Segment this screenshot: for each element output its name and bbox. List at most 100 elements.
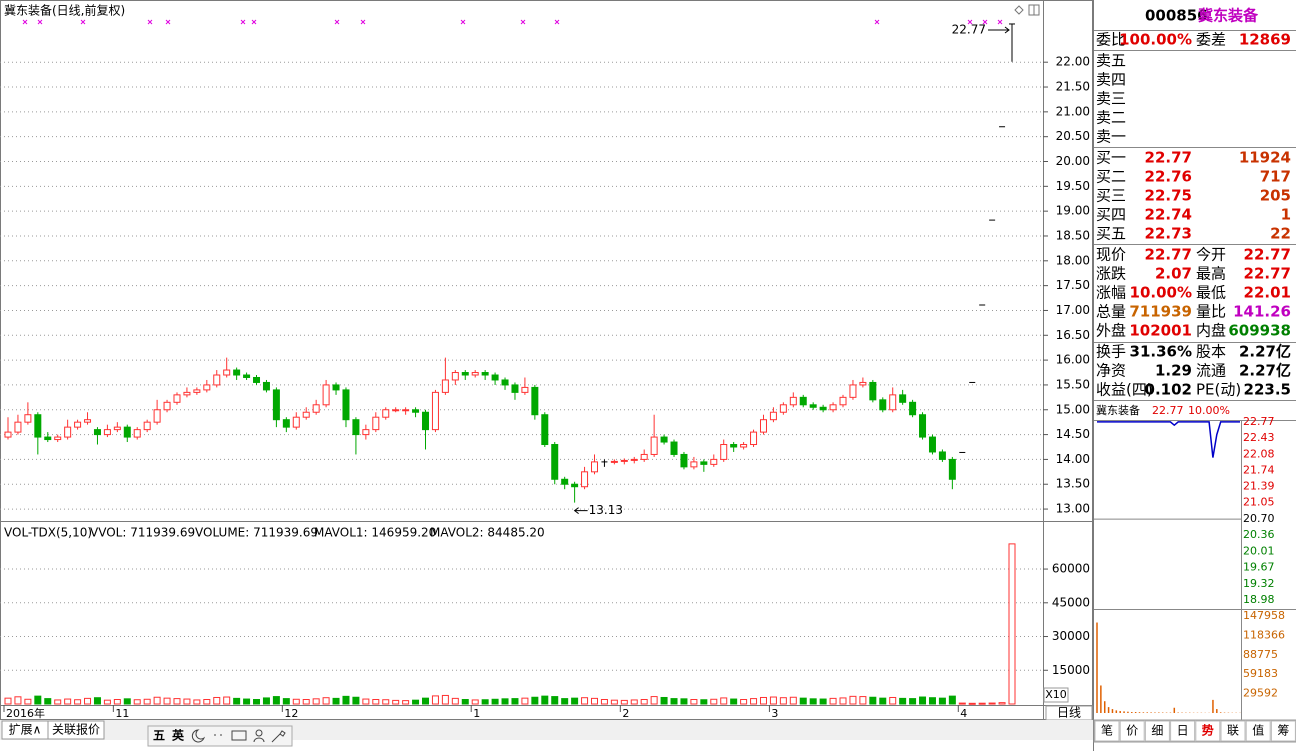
tab-label[interactable]: 笔 xyxy=(1101,723,1113,738)
candle-body xyxy=(193,389,201,393)
candle-body xyxy=(392,409,400,412)
candle-body xyxy=(372,416,380,431)
y-tick-label: 22.00 xyxy=(1056,55,1090,69)
volume-bar xyxy=(14,696,22,705)
quote-label: 换手 xyxy=(1096,343,1126,361)
quote-value: 2.27亿 xyxy=(1239,343,1291,361)
candle-body xyxy=(422,411,430,431)
tab-label[interactable]: 关联报价 xyxy=(52,722,100,737)
bid-label: 买二 xyxy=(1096,168,1126,186)
candle-body xyxy=(889,394,897,411)
volume-bar xyxy=(44,698,52,705)
tab-label[interactable]: 价 xyxy=(1126,724,1138,738)
info-marker xyxy=(360,19,366,25)
y-tick-label: 21.74 xyxy=(1243,463,1275,476)
tab-label[interactable]: 势 xyxy=(1202,723,1214,738)
tab[interactable] xyxy=(1119,720,1145,742)
candle-body xyxy=(581,471,589,488)
candle-body xyxy=(909,401,917,416)
info-marker xyxy=(554,19,560,25)
tab-label[interactable]: 细 xyxy=(1151,724,1163,738)
y-tick-label: 29592 xyxy=(1243,687,1278,700)
volume-bar xyxy=(471,699,479,705)
toolbar-button[interactable]: 英 xyxy=(172,728,185,743)
y-tick-label: 22.08 xyxy=(1243,447,1275,460)
tab-label[interactable]: 扩展∧ xyxy=(9,723,42,737)
tab[interactable] xyxy=(1270,720,1296,742)
quote-label: 内盘 xyxy=(1196,322,1226,340)
x-tick-label: 4 xyxy=(960,707,967,720)
y-tick-label: 20.01 xyxy=(1243,545,1275,558)
candle-body xyxy=(471,372,479,376)
ask-label: 卖一 xyxy=(1096,128,1126,146)
annotation-arrow xyxy=(573,507,588,515)
quote-value: 22.77 xyxy=(1244,246,1291,264)
bid-volume: 11924 xyxy=(1239,149,1291,167)
volume-bar xyxy=(650,696,658,705)
tab[interactable] xyxy=(1144,720,1170,742)
quote-label: 最低 xyxy=(1196,284,1226,302)
candle-body xyxy=(382,409,390,418)
candle-body xyxy=(730,444,738,448)
candle-body xyxy=(183,391,191,396)
candle-body xyxy=(282,419,290,428)
row-label: 委比 xyxy=(1096,31,1126,49)
volume-bar xyxy=(332,697,340,705)
tab-label[interactable]: 筹 xyxy=(1277,724,1289,738)
stock-name: 冀东装备 xyxy=(1198,7,1259,25)
volume-bar xyxy=(690,699,698,705)
volume-bar xyxy=(988,702,996,705)
intraday-title: 冀东装备 xyxy=(1096,403,1140,417)
candle-body xyxy=(93,429,101,436)
candle-body xyxy=(541,414,549,446)
y-tick-label: 20.70 xyxy=(1243,512,1275,525)
tab-label[interactable]: 值 xyxy=(1252,723,1264,738)
tab[interactable] xyxy=(1195,720,1221,742)
candle-body xyxy=(630,458,638,461)
y-tick-label: 18.50 xyxy=(1056,228,1090,242)
period-label[interactable]: 日线 xyxy=(1057,706,1081,720)
quote-label: 现价 xyxy=(1096,246,1126,264)
tab[interactable] xyxy=(47,720,105,740)
candle-body xyxy=(640,453,648,460)
tab-label[interactable]: 联 xyxy=(1227,724,1239,738)
candle-body xyxy=(859,381,867,386)
quote-label: 最高 xyxy=(1196,265,1226,283)
quote-label: 量比 xyxy=(1196,303,1226,321)
tab[interactable] xyxy=(1170,720,1196,742)
candle-body xyxy=(680,453,688,468)
tab[interactable] xyxy=(1094,720,1120,742)
candle-body xyxy=(24,414,32,423)
quote-value: 102001 xyxy=(1129,322,1192,340)
tab[interactable] xyxy=(1220,720,1246,742)
quote-value: 2.27亿 xyxy=(1239,362,1291,380)
bid-volume: 1 xyxy=(1281,206,1291,224)
candle-body xyxy=(948,458,956,480)
candle-body xyxy=(769,411,777,421)
candle-body xyxy=(243,374,251,378)
info-marker xyxy=(80,19,86,25)
candle-body xyxy=(521,386,529,393)
candle-body xyxy=(759,419,767,433)
volume-bar xyxy=(481,699,489,705)
info-marker xyxy=(147,19,153,25)
volume-bar xyxy=(998,702,1006,705)
candle-body xyxy=(74,421,82,428)
y-tick-label: 18.98 xyxy=(1243,593,1275,606)
intraday-change: 10.00% xyxy=(1188,404,1230,417)
tab[interactable] xyxy=(1245,720,1271,742)
y-tick-label: 17.50 xyxy=(1056,278,1090,292)
volume-bar xyxy=(34,695,42,705)
volume-bar xyxy=(948,695,956,705)
candle-body xyxy=(451,372,459,381)
quote-label: 流通 xyxy=(1196,362,1226,380)
candle-body xyxy=(670,441,678,455)
tab-label[interactable]: 日 xyxy=(1177,724,1189,738)
volume-bar xyxy=(24,698,32,705)
ask-label: 卖二 xyxy=(1096,109,1126,127)
toolbar-button[interactable]: 五 xyxy=(153,729,165,743)
bid-volume: 22 xyxy=(1270,225,1291,243)
volume-bar xyxy=(402,700,410,705)
